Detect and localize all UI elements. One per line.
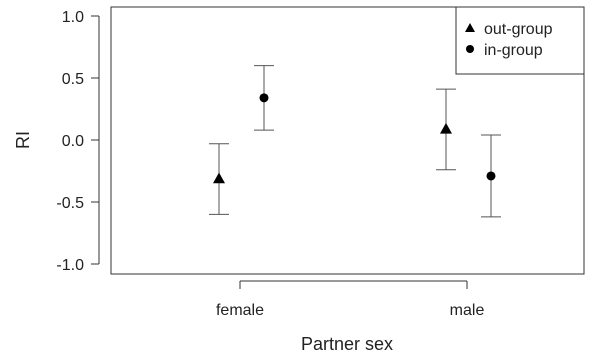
y-axis: 1.0 0.5 0.0 -0.5 -1.0 [56, 9, 100, 274]
legend-triangle-icon [465, 23, 475, 32]
triangle-point [440, 122, 452, 134]
triangle-point [213, 172, 225, 184]
y-tick-label: -1.0 [56, 257, 84, 274]
x-tick-label: female [216, 302, 264, 319]
legend-box [455, 6, 585, 75]
error-bars [209, 65, 501, 218]
legend: out-group in-group [455, 6, 585, 75]
y-tick-label: 1.0 [62, 9, 84, 26]
x-axis: female male [216, 280, 485, 319]
legend-label: out-group [484, 21, 553, 38]
circle-point [259, 93, 269, 103]
x-tick-label: male [450, 302, 485, 319]
legend-label: in-group [484, 42, 543, 59]
data-points [213, 93, 496, 184]
legend-circle-icon [466, 45, 474, 53]
y-tick-label: 0.0 [62, 133, 84, 150]
circle-point [486, 171, 496, 181]
y-tick-label: 0.5 [62, 71, 84, 88]
x-axis-title: Partner sex [301, 334, 393, 354]
plot-frame [110, 6, 585, 275]
y-axis-title: RI [13, 131, 33, 149]
y-tick-label: -0.5 [56, 195, 84, 212]
